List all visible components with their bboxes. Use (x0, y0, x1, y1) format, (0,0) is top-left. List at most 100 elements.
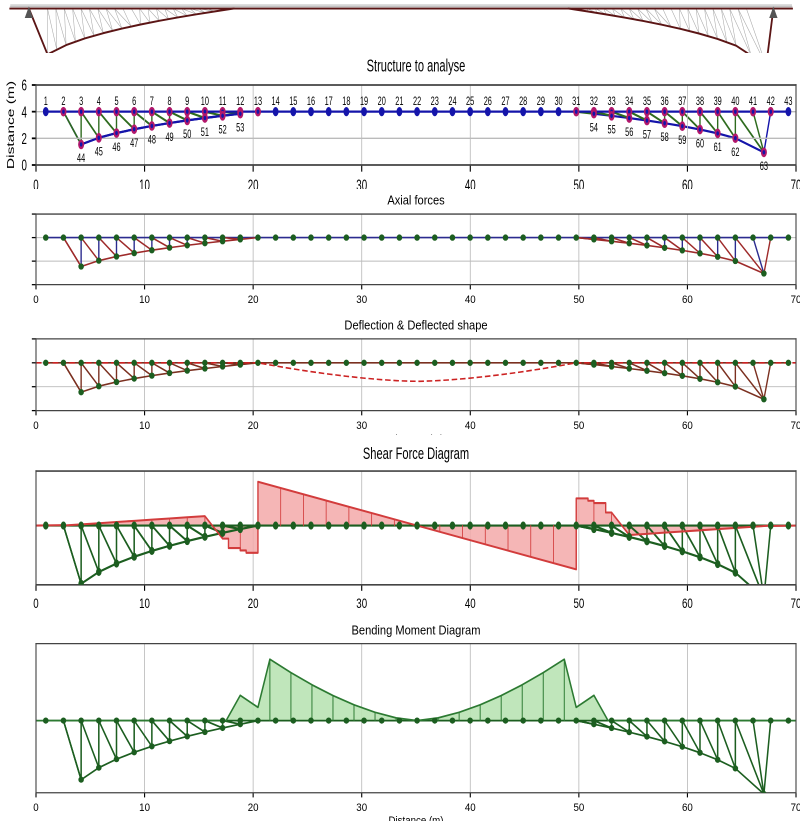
svg-text:3: 3 (79, 96, 83, 109)
svg-text:1: 1 (44, 96, 48, 109)
svg-text:40: 40 (465, 595, 476, 608)
svg-text:44: 44 (77, 153, 86, 166)
svg-text:48: 48 (148, 134, 157, 147)
svg-text:60: 60 (682, 295, 693, 303)
svg-text:22: 22 (413, 96, 421, 109)
svg-text:70: 70 (791, 803, 800, 815)
svg-text:23: 23 (431, 96, 440, 109)
svg-text:Distance (m): Distance (m) (388, 434, 443, 435)
svg-text:20: 20 (248, 421, 259, 433)
svg-text:6: 6 (132, 96, 136, 109)
svg-text:17: 17 (325, 96, 333, 109)
svg-text:11: 11 (219, 96, 227, 109)
svg-text:32: 32 (590, 96, 598, 109)
svg-text:34: 34 (625, 96, 634, 109)
svg-text:58: 58 (661, 132, 670, 145)
svg-text:51: 51 (201, 127, 209, 140)
svg-text:Deflection & Deflected shape: Deflection & Deflected shape (344, 318, 487, 333)
svg-text:43: 43 (784, 96, 793, 109)
svg-text:10: 10 (139, 295, 150, 303)
svg-text:Structure to analyse: Structure to analyse (367, 58, 466, 77)
svg-text:40: 40 (465, 803, 476, 815)
svg-text:56: 56 (625, 127, 634, 140)
svg-text:Shear Force Diagram: Shear Force Diagram (363, 444, 469, 463)
svg-text:54: 54 (590, 122, 599, 135)
svg-text:31: 31 (572, 96, 580, 109)
svg-text:42: 42 (767, 96, 775, 109)
svg-text:45: 45 (95, 146, 104, 159)
svg-text:35: 35 (643, 96, 652, 109)
svg-text:57: 57 (643, 129, 651, 142)
svg-text:70: 70 (791, 595, 800, 608)
svg-text:14: 14 (272, 96, 281, 109)
svg-text:49: 49 (165, 132, 173, 145)
svg-text:60: 60 (682, 421, 693, 433)
svg-text:9: 9 (185, 96, 189, 109)
svg-text:26: 26 (484, 96, 493, 109)
svg-text:38: 38 (696, 96, 705, 109)
svg-text:70: 70 (791, 421, 800, 433)
svg-text:59: 59 (678, 135, 686, 148)
svg-text:5: 5 (114, 96, 118, 109)
svg-text:40: 40 (731, 96, 740, 109)
svg-text:16: 16 (307, 96, 316, 109)
svg-text:10: 10 (139, 421, 150, 433)
svg-text:20: 20 (248, 803, 259, 815)
svg-text:60: 60 (682, 803, 693, 815)
svg-text:13: 13 (254, 96, 263, 109)
svg-text:8: 8 (167, 96, 171, 109)
svg-text:0: 0 (33, 421, 39, 433)
svg-text:40: 40 (465, 295, 476, 303)
svg-text:63: 63 (760, 161, 769, 174)
svg-text:10: 10 (201, 96, 210, 109)
svg-text:4: 4 (22, 103, 27, 121)
svg-text:50: 50 (573, 421, 584, 433)
svg-text:0: 0 (33, 803, 39, 815)
svg-text:30: 30 (356, 803, 367, 815)
svg-text:50: 50 (183, 129, 192, 142)
svg-text:30: 30 (356, 421, 367, 433)
svg-text:40: 40 (465, 421, 476, 433)
svg-text:15: 15 (289, 96, 298, 109)
svg-text:2: 2 (22, 130, 27, 148)
svg-text:25: 25 (466, 96, 475, 109)
svg-text:Distance (m): Distance (m) (5, 81, 16, 169)
svg-text:37: 37 (678, 96, 686, 109)
svg-text:12: 12 (236, 96, 244, 109)
svg-text:36: 36 (661, 96, 670, 109)
svg-text:29: 29 (537, 96, 545, 109)
svg-text:Bending Moment Diagram: Bending Moment Diagram (351, 624, 480, 637)
svg-text:62: 62 (731, 147, 739, 160)
svg-text:53: 53 (236, 122, 245, 135)
svg-text:30: 30 (356, 595, 367, 608)
svg-text:6: 6 (22, 77, 27, 95)
svg-text:33: 33 (607, 96, 616, 109)
svg-text:61: 61 (714, 142, 722, 155)
svg-text:70: 70 (791, 295, 800, 303)
svg-text:24: 24 (448, 96, 457, 109)
svg-text:55: 55 (607, 124, 616, 137)
svg-text:10: 10 (139, 595, 150, 608)
svg-text:18: 18 (342, 96, 351, 109)
svg-text:10: 10 (139, 803, 150, 815)
svg-text:0: 0 (33, 295, 39, 303)
svg-text:30: 30 (356, 295, 367, 303)
svg-text:50: 50 (573, 803, 584, 815)
svg-text:30: 30 (554, 96, 563, 109)
svg-text:19: 19 (360, 96, 368, 109)
svg-text:0: 0 (22, 157, 27, 175)
svg-text:7: 7 (150, 96, 154, 109)
svg-text:50: 50 (573, 595, 584, 608)
svg-text:39: 39 (714, 96, 722, 109)
svg-text:Axial forces: Axial forces (387, 193, 444, 208)
svg-text:0: 0 (33, 595, 39, 608)
svg-text:20: 20 (378, 96, 387, 109)
svg-text:20: 20 (248, 295, 259, 303)
svg-text:50: 50 (573, 295, 584, 303)
svg-text:20: 20 (248, 595, 259, 608)
svg-text:60: 60 (682, 595, 693, 608)
svg-text:4: 4 (97, 96, 101, 109)
svg-text:47: 47 (130, 138, 138, 151)
svg-text:46: 46 (112, 142, 121, 155)
svg-text:21: 21 (395, 96, 403, 109)
